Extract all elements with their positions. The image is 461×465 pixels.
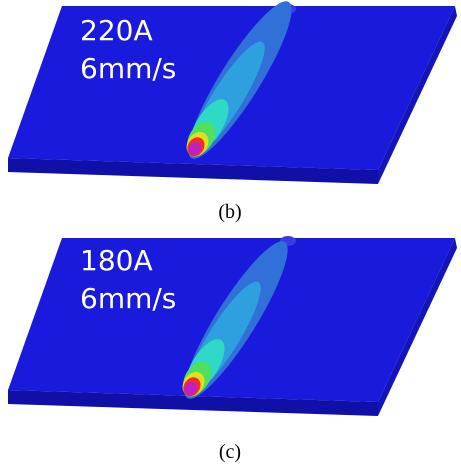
speed-label: 6mm/s [80,282,176,315]
figure: 220A 6mm/s (b) 180A 6mm/s (c) [0,0,461,465]
panel-c: 180A 6mm/s (c) [8,231,457,463]
current-label: 180A [80,244,153,277]
caption: (c) [219,441,241,463]
panel-b: 220A 6mm/s (b) [8,0,457,223]
caption: (b) [218,201,241,223]
speed-label: 6mm/s [80,52,176,85]
current-label: 220A [80,14,153,47]
